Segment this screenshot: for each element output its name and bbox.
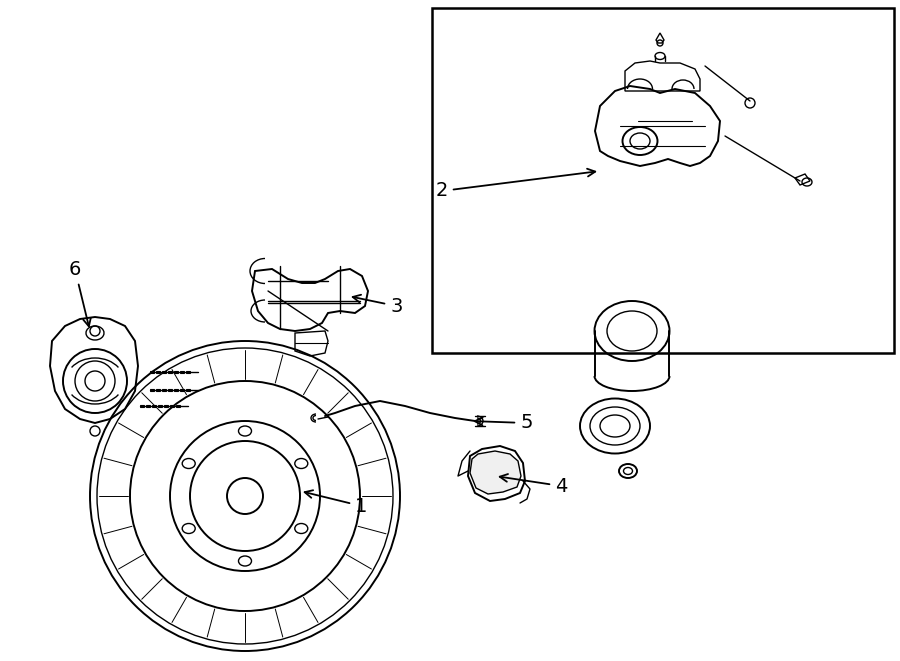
Text: 6: 6 bbox=[68, 260, 91, 327]
Polygon shape bbox=[470, 451, 521, 494]
Text: 2: 2 bbox=[436, 169, 595, 200]
Bar bbox=[432, 8, 894, 353]
Text: 1: 1 bbox=[305, 490, 367, 516]
Text: 4: 4 bbox=[500, 474, 567, 496]
Text: 3: 3 bbox=[353, 295, 402, 315]
Text: 5: 5 bbox=[475, 414, 533, 432]
